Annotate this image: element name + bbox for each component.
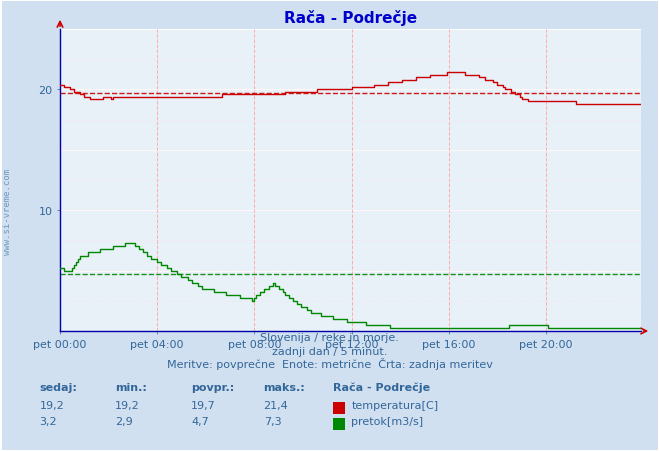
Text: 21,4: 21,4 <box>264 400 289 410</box>
Text: Meritve: povprečne  Enote: metrične  Črta: zadnja meritev: Meritve: povprečne Enote: metrične Črta:… <box>167 358 492 369</box>
Text: 4,7: 4,7 <box>191 416 209 426</box>
Title: Rača - Podrečje: Rača - Podrečje <box>284 10 417 26</box>
Text: Rača - Podrečje: Rača - Podrečje <box>333 382 430 392</box>
Text: 19,2: 19,2 <box>115 400 140 410</box>
Text: 3,2: 3,2 <box>40 416 57 426</box>
Text: 7,3: 7,3 <box>264 416 281 426</box>
Text: povpr.:: povpr.: <box>191 382 235 392</box>
Text: sedaj:: sedaj: <box>40 382 77 392</box>
Text: 2,9: 2,9 <box>115 416 133 426</box>
Text: 19,2: 19,2 <box>40 400 65 410</box>
Text: www.si-vreme.com: www.si-vreme.com <box>3 169 13 255</box>
Text: Slovenija / reke in morje.: Slovenija / reke in morje. <box>260 332 399 342</box>
Text: 19,7: 19,7 <box>191 400 216 410</box>
Text: min.:: min.: <box>115 382 147 392</box>
Text: maks.:: maks.: <box>264 382 305 392</box>
Text: zadnji dan / 5 minut.: zadnji dan / 5 minut. <box>272 346 387 356</box>
Text: pretok[m3/s]: pretok[m3/s] <box>351 416 423 426</box>
Text: temperatura[C]: temperatura[C] <box>351 400 438 410</box>
